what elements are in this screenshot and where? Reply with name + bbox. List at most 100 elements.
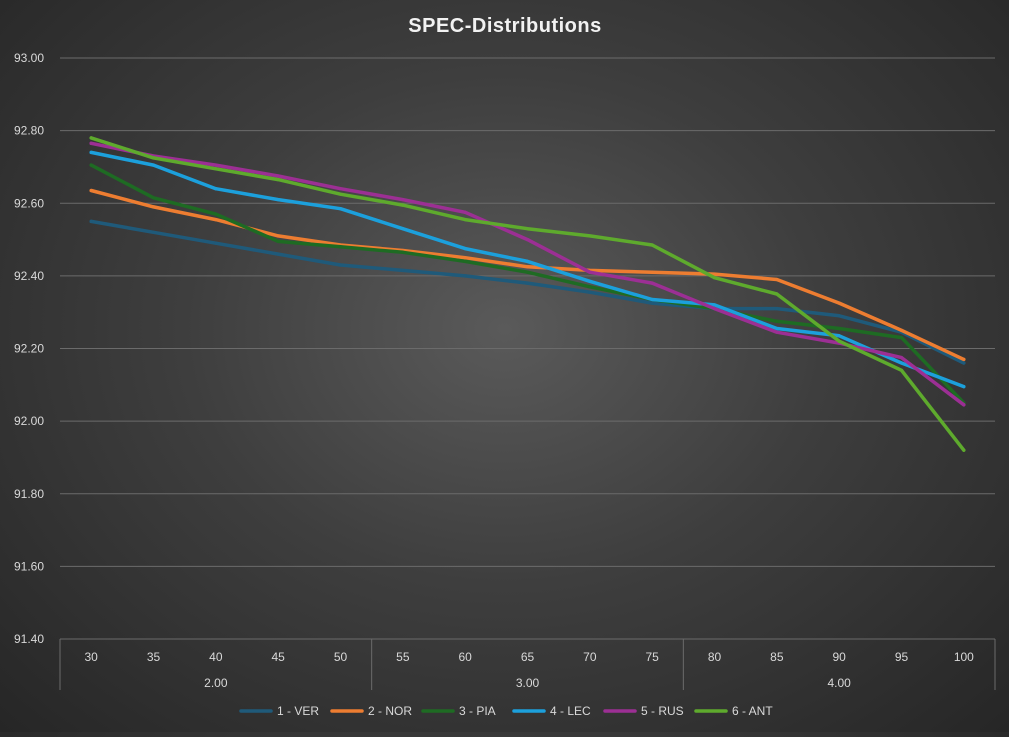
data-point [962, 361, 966, 365]
data-point [89, 136, 93, 140]
data-point [276, 198, 280, 202]
data-point [463, 247, 467, 251]
data-point [276, 174, 280, 178]
data-point [899, 336, 904, 340]
data-point [151, 230, 156, 234]
x-tick-label: 100 [954, 650, 974, 664]
data-point [214, 167, 218, 171]
chart-title: SPEC-Distributions [408, 15, 601, 37]
data-point [712, 276, 717, 280]
data-point [837, 301, 841, 305]
y-tick-label: 93.00 [14, 51, 44, 65]
data-point [151, 163, 156, 167]
data-point [463, 274, 467, 278]
y-tick-label: 92.40 [14, 269, 44, 283]
data-point [837, 314, 841, 318]
data-point [650, 243, 654, 247]
x-tick-label: 65 [521, 650, 535, 664]
data-point [525, 227, 530, 231]
legend-item-label: 6 - ANT [732, 704, 773, 718]
data-point [214, 241, 218, 245]
data-point [338, 192, 343, 196]
data-point [899, 355, 904, 360]
data-point [89, 163, 93, 167]
data-point [837, 339, 841, 343]
data-point [712, 272, 717, 276]
data-point [899, 368, 904, 372]
x-axis: 30 35 40 45 50 55 60 65 70 75 80 85 90 95 100 2.00 3.00 4… [59, 639, 996, 690]
data-point [151, 156, 156, 160]
data-point [712, 303, 717, 307]
data-point [214, 187, 218, 191]
y-tick-label: 92.80 [14, 124, 44, 138]
legend-item-label: 2 - NOR [368, 704, 412, 718]
series-lines [89, 136, 966, 452]
data-point [214, 212, 218, 216]
data-point [401, 198, 405, 202]
data-point [89, 188, 93, 193]
y-tick-label: 92.00 [14, 414, 44, 428]
data-point [463, 217, 467, 222]
data-point [463, 256, 467, 260]
data-point [401, 268, 405, 273]
data-point [775, 319, 779, 323]
data-point [338, 245, 343, 249]
data-point [525, 237, 530, 242]
x-tick-label: 55 [396, 650, 410, 664]
y-tick-label: 91.40 [14, 632, 44, 646]
x-tick-label: 35 [147, 650, 161, 664]
x-tick-label: 45 [271, 650, 285, 664]
data-point [712, 306, 717, 311]
data-point [899, 328, 904, 332]
data-point [276, 252, 280, 256]
data-point [525, 259, 530, 263]
series-line-6 [89, 136, 966, 452]
data-point [588, 285, 592, 289]
x-tick-label: 60 [458, 650, 472, 664]
data-point [962, 357, 966, 361]
data-point [962, 403, 966, 407]
x-tick-label: 85 [770, 650, 784, 664]
data-point [650, 301, 654, 305]
data-point [214, 163, 218, 167]
data-point [151, 205, 156, 209]
y-tick-label: 92.60 [14, 196, 44, 210]
data-point [525, 265, 530, 269]
data-point [775, 330, 779, 334]
data-point [775, 277, 779, 282]
x-tick-label: 40 [209, 650, 223, 664]
y-tick-label: 91.80 [14, 487, 44, 501]
data-point [775, 292, 779, 296]
data-point [338, 187, 343, 191]
y-axis-ticks: 91.40 91.60 91.80 92.00 92.20 92.40 92.60 92.80… [14, 51, 44, 646]
data-point [276, 234, 280, 238]
data-point [837, 326, 841, 331]
data-point [588, 270, 592, 274]
data-point [588, 234, 592, 238]
y-tick-label: 92.20 [14, 342, 44, 356]
data-point [151, 196, 156, 200]
data-point [401, 227, 405, 231]
legend-item-label: 4 - LEC [550, 704, 591, 718]
data-point [775, 326, 779, 331]
data-point [463, 259, 467, 263]
legend-item-label: 1 - VER [277, 704, 319, 718]
data-point [276, 239, 280, 243]
x-tick-label: 50 [334, 650, 348, 664]
data-point [214, 217, 218, 222]
x-tick-label: 90 [832, 650, 846, 664]
data-point [588, 290, 592, 294]
data-point [401, 203, 405, 207]
data-point [962, 385, 966, 389]
gridlines [60, 57, 995, 640]
data-point [899, 361, 904, 365]
data-point [338, 207, 343, 211]
x-tick-label: 30 [84, 650, 98, 664]
data-point [401, 250, 405, 254]
x-group-label: 2.00 [204, 676, 228, 690]
legend-item-label: 5 - RUS [641, 704, 684, 718]
data-point [837, 334, 841, 338]
data-point [650, 270, 654, 274]
